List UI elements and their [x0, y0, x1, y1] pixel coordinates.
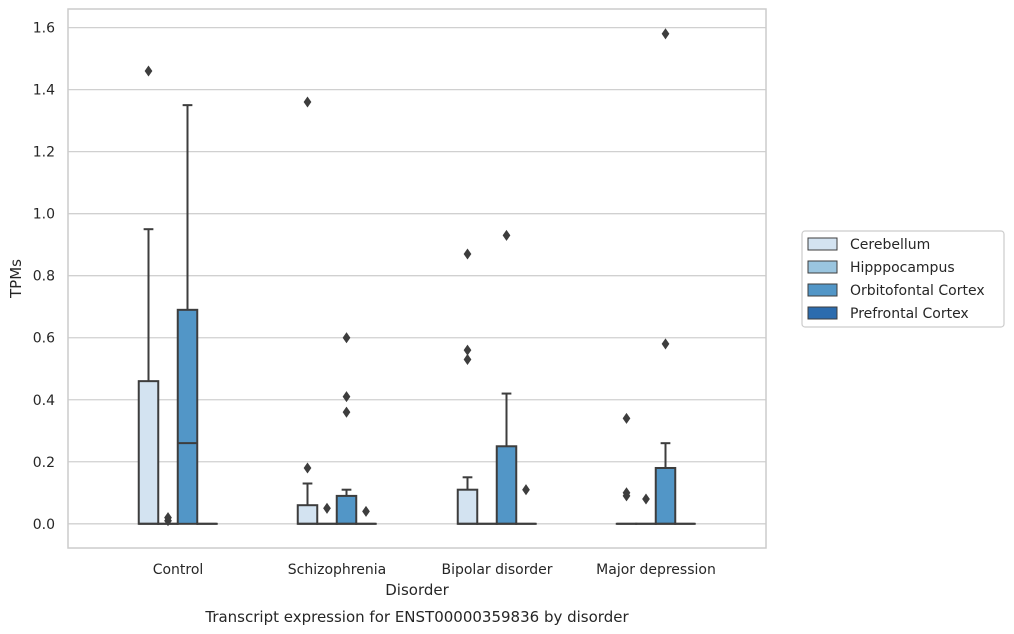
y-tick-label: 1.2 — [33, 145, 55, 161]
legend-label: Cerebellum — [850, 237, 930, 253]
y-tick-label: 0.4 — [33, 393, 55, 409]
outlier-point — [463, 353, 472, 365]
box-body — [456, 488, 479, 525]
x-tick-label: Bipolar disorder — [441, 562, 552, 578]
y-tick-label: 0.8 — [33, 269, 55, 285]
outlier-point — [323, 502, 331, 514]
x-tick-label: Control — [153, 562, 204, 578]
outlier-point — [522, 484, 530, 496]
y-tick-label: 1.4 — [33, 83, 55, 99]
outlier-point — [303, 96, 312, 108]
outlier-point — [661, 338, 670, 350]
legend-swatch — [807, 260, 838, 274]
box-prefrontal-cortex — [515, 484, 537, 525]
legend-swatch — [807, 283, 838, 297]
legend-swatch — [807, 237, 838, 251]
box-orbitofontal-cortex — [335, 332, 358, 525]
legend-swatch — [807, 306, 838, 320]
y-tick-label: 0.2 — [33, 455, 55, 471]
y-axis-ticks: 0.0 0.2 0.4 0.6 0.8 1.0 1.2 1.4 1.6 — [33, 21, 55, 533]
outlier-point — [164, 512, 172, 524]
gridlines — [68, 26, 766, 525]
x-axis-ticks: Control Schizophrenia Bipolar disorder Majo… — [153, 562, 716, 578]
box-body — [495, 445, 518, 525]
outlier-point — [642, 493, 650, 505]
outlier-point — [362, 505, 370, 517]
y-tick-label: 1.6 — [33, 21, 55, 37]
legend-label: Hipppocampus — [850, 260, 955, 276]
box-cerebellum — [456, 248, 479, 525]
box-prefrontal-cortex — [355, 505, 377, 525]
outlier-point — [342, 406, 351, 418]
outlier-point — [303, 462, 312, 474]
box-cerebellum — [137, 65, 160, 525]
box-body — [176, 308, 199, 525]
outlier-point — [342, 332, 351, 344]
box-orbitofontal-cortex — [654, 28, 677, 525]
y-tick-label: 0.0 — [33, 517, 55, 533]
box-body — [137, 380, 160, 525]
box-cerebellum — [296, 96, 319, 525]
x-tick-label: Major depression — [596, 562, 716, 578]
chart-caption: Transcript expression for ENST0000035983… — [204, 608, 629, 626]
box-orbitofontal-cortex — [176, 104, 199, 525]
box-cerebellum — [615, 412, 638, 525]
box-plot-marks — [137, 28, 696, 527]
box-hipppocampus — [635, 493, 657, 525]
legend: Cerebellum Hipppocampus Orbitofontal Corte… — [801, 230, 1005, 328]
outlier-point — [342, 391, 351, 403]
box-hipppocampus — [157, 512, 179, 527]
y-tick-label: 1.0 — [33, 207, 55, 223]
y-axis-title: TPMs — [7, 259, 25, 299]
box-hipppocampus — [316, 502, 338, 525]
y-tick-label: 0.6 — [33, 331, 55, 347]
legend-label: Prefrontal Cortex — [850, 306, 969, 322]
outlier-point — [463, 344, 472, 356]
box-body — [296, 504, 319, 525]
outlier-point — [661, 28, 670, 40]
plot-frame — [67, 8, 767, 549]
box-body — [654, 466, 677, 525]
outlier-point — [622, 487, 631, 499]
box-orbitofontal-cortex — [495, 229, 518, 525]
box-body — [335, 494, 358, 525]
x-axis-title: Disorder — [385, 581, 449, 599]
outlier-point — [502, 229, 511, 241]
x-tick-label: Schizophrenia — [288, 562, 386, 578]
outlier-point — [144, 65, 153, 77]
legend-label: Orbitofontal Cortex — [850, 283, 985, 299]
outlier-point — [463, 248, 472, 260]
outlier-point — [622, 412, 631, 424]
legend-frame — [801, 230, 1005, 328]
